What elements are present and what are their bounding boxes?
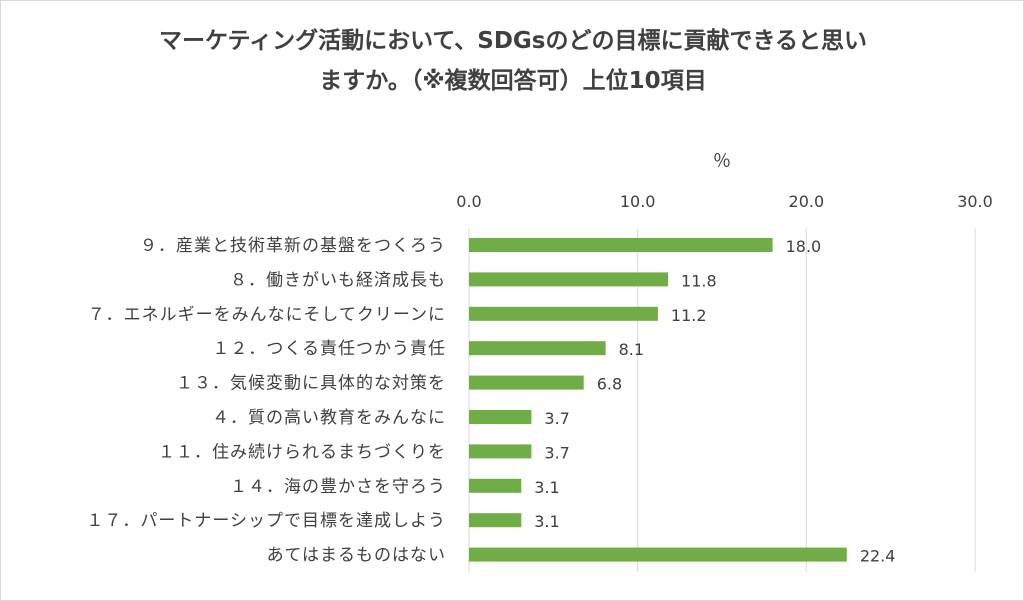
unit-label: ％ xyxy=(713,151,731,172)
category-label: ９．産業と技術革新の基盤をつくろう xyxy=(140,236,446,256)
x-tick-label: 20.0 xyxy=(789,192,825,211)
category-label: あてはまるものはない xyxy=(267,546,446,566)
chart-title-line-1: マーケティング活動において、SDGsのどの目標に貢献できると思い xyxy=(158,28,868,54)
category-label: ４．質の高い教育をみんなに xyxy=(212,408,446,428)
data-label: 6.8 xyxy=(597,375,622,394)
bar xyxy=(469,272,669,287)
category-label: １７．パートナーシップで目標を達成しよう xyxy=(86,511,446,531)
bar xyxy=(469,513,522,528)
data-label: 3.1 xyxy=(534,478,559,497)
data-label: 8.1 xyxy=(619,340,644,359)
data-label: 11.8 xyxy=(681,271,717,290)
data-label: 18.0 xyxy=(786,237,822,256)
bar xyxy=(469,547,847,562)
bar xyxy=(469,410,532,424)
category-label: １１．住み続けられるまちづくりを xyxy=(158,442,446,462)
x-tick-label: 10.0 xyxy=(620,192,656,211)
bar xyxy=(469,478,522,493)
category-label: １４．海の豊かさを守ろう xyxy=(230,477,446,497)
bar xyxy=(469,306,658,321)
category-label: ８．働きがいも経済成長も xyxy=(230,270,446,290)
chart-title: マーケティング活動において、SDGsのどの目標に貢献できると思い ますか。（※複… xyxy=(41,21,985,101)
bar xyxy=(469,375,584,390)
bar xyxy=(469,444,532,459)
data-label: 3.7 xyxy=(544,409,569,428)
category-label: １３．気候変動に具体的な対策を xyxy=(176,374,446,394)
category-label: １２．つくる責任つかう責任 xyxy=(212,339,446,359)
data-label: 3.1 xyxy=(534,512,559,531)
data-label: 11.2 xyxy=(671,306,707,325)
chart-title-line-2: ますか。（※複数回答可）上位10項目 xyxy=(319,68,707,94)
x-tick-label: 0.0 xyxy=(456,192,481,211)
category-label: ７．エネルギーをみんなにそしてクリーンに xyxy=(88,305,446,325)
bar xyxy=(469,238,773,252)
bar xyxy=(469,341,606,356)
data-label: 3.7 xyxy=(544,443,569,462)
x-tick-label: 30.0 xyxy=(957,192,993,211)
data-label: 22.4 xyxy=(860,547,896,566)
